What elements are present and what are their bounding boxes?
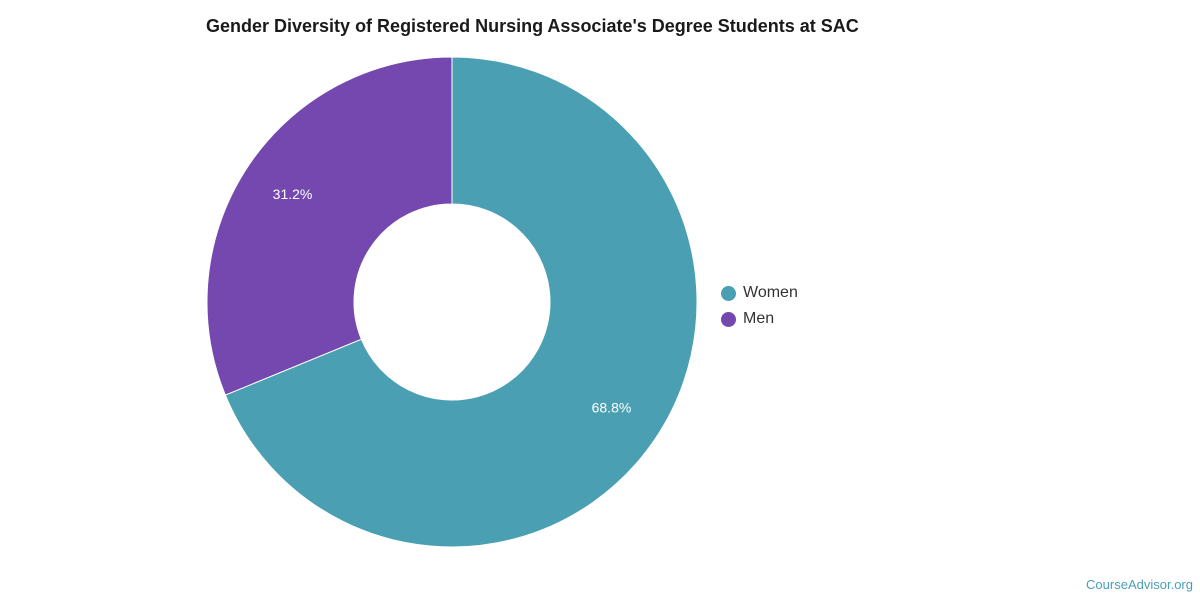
legend-label-women: Women [743,284,798,301]
watermark-link[interactable]: CourseAdvisor.org [1086,577,1193,592]
slice-men[interactable] [206,56,453,396]
legend-swatch-women [721,285,736,301]
chart-legend: Women Men [721,280,798,332]
legend-item-men[interactable]: Men [721,306,798,332]
slice-label-men: 31.2% [273,186,313,202]
legend-label-men: Men [743,310,775,327]
legend-swatch-men [721,311,736,327]
slice-label-women: 68.8% [592,400,632,416]
legend-item-women[interactable]: Women [721,280,798,306]
slice-women[interactable] [224,56,698,548]
chart-title: Gender Diversity of Registered Nursing A… [206,16,859,36]
